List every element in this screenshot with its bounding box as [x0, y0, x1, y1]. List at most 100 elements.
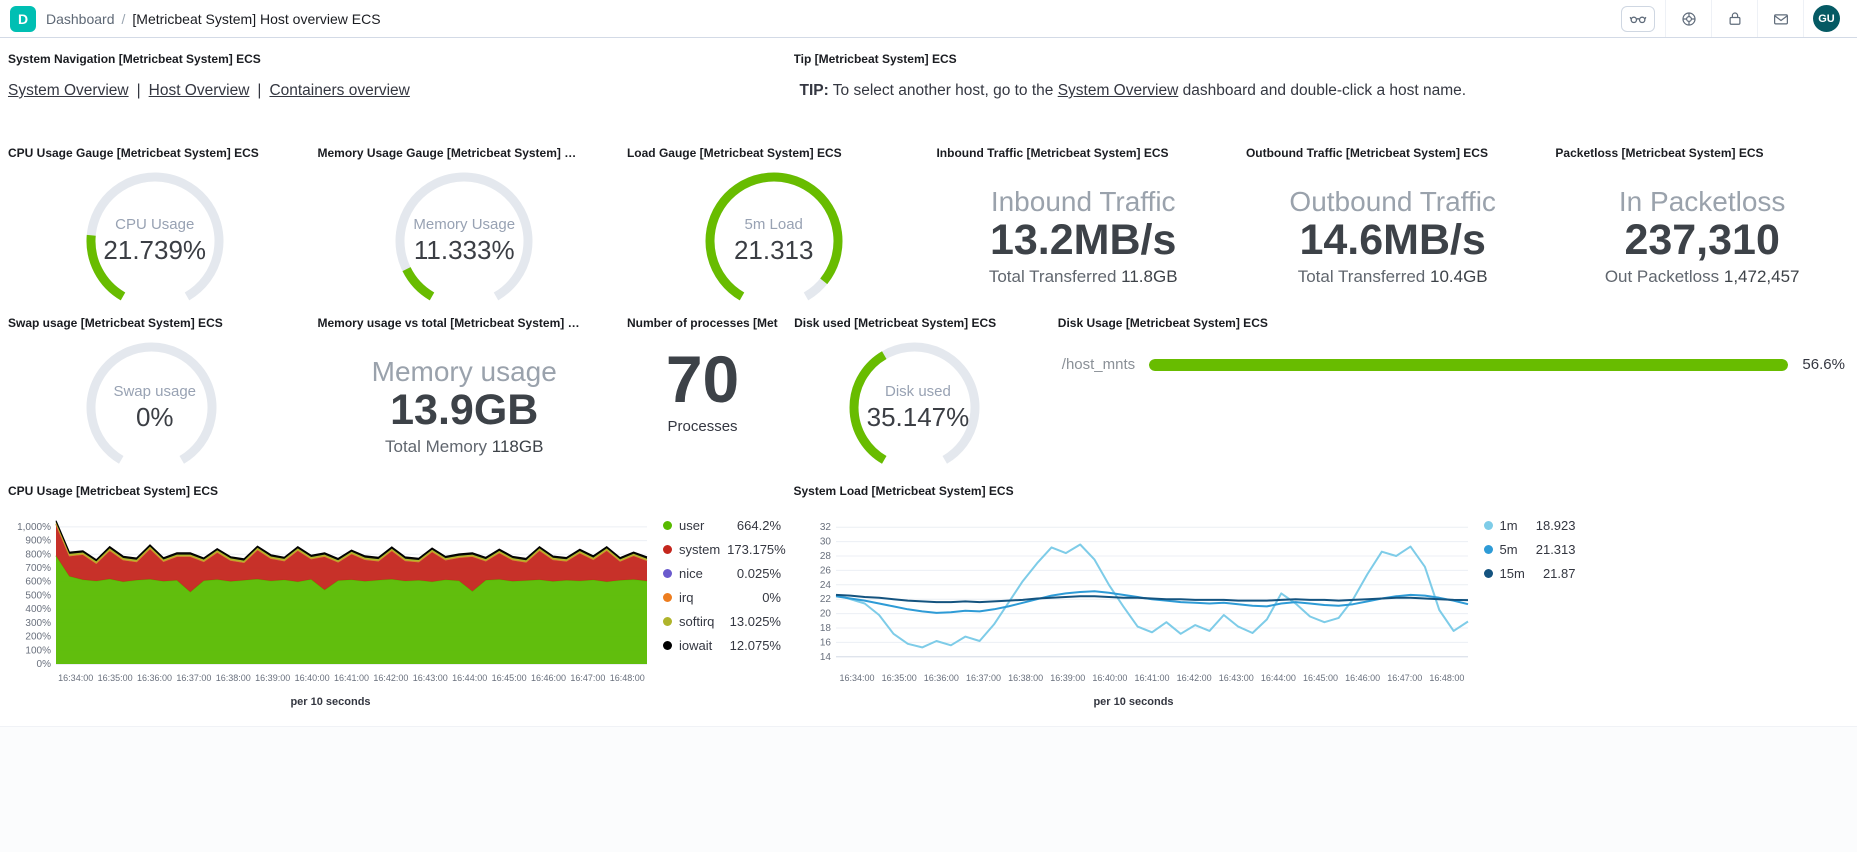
- disk-usage-bar-fill: [1149, 358, 1789, 371]
- gauge-value: 35.147%: [866, 401, 970, 432]
- memory-usage-gauge: Memory Usage 11.333%: [393, 170, 535, 308]
- inspect-glasses-button[interactable]: [1621, 5, 1655, 32]
- panel-title: Outbound Traffic [Metricbeat System] ECS: [1245, 146, 1488, 160]
- link-system-overview[interactable]: System Overview: [8, 82, 129, 99]
- legend-item[interactable]: 15m 21.87: [1483, 566, 1576, 581]
- svg-text:16:46:00: 16:46:00: [1345, 673, 1380, 683]
- avatar: GU: [1813, 5, 1840, 32]
- outbound-traffic-metric: Outbound Traffic 14.6MB/s Total Transfer…: [1246, 160, 1539, 287]
- header-left: D Dashboard / [Metricbeat System] Host o…: [10, 5, 381, 32]
- disk-usage-bar: [1149, 358, 1789, 371]
- svg-text:16:40:00: 16:40:00: [1092, 673, 1127, 683]
- panel-title: Disk used [Metricbeat System] ECS: [794, 316, 997, 330]
- svg-text:18: 18: [819, 623, 831, 634]
- page-background: [0, 726, 1857, 852]
- svg-text:16:41:00: 16:41:00: [334, 673, 369, 683]
- glasses-icon: [1629, 16, 1647, 23]
- user-menu-button[interactable]: GU: [1803, 0, 1849, 37]
- swap-usage-gauge: Swap usage 0%: [84, 340, 226, 475]
- legend-series-value: 21.313: [1535, 542, 1576, 557]
- metric-sub-value: 1,472,457: [1723, 267, 1800, 287]
- cpu-chart-legend: user 664.2% system 173.175% nice 0.025% irq 0% s…: [663, 512, 786, 708]
- tip-label: TIP:: [799, 82, 829, 99]
- legend-item[interactable]: irq 0%: [663, 590, 781, 605]
- breadcrumb-dashboard-link[interactable]: Dashboard: [46, 10, 115, 27]
- disk-mount-label: /host_mnts: [1061, 356, 1136, 373]
- help-button[interactable]: [1665, 0, 1711, 37]
- link-containers-overview[interactable]: Containers overview: [269, 82, 410, 99]
- cpu-usage-area-chart[interactable]: 0% 100% 200% 300% 400% 500% 600% 700% 800% 900% 1,…: [8, 512, 653, 694]
- svg-text:16:36:00: 16:36:00: [923, 673, 958, 683]
- svg-text:16:41:00: 16:41:00: [1134, 673, 1169, 683]
- elastic-logo[interactable]: D: [10, 5, 36, 32]
- svg-text:300%: 300%: [25, 618, 51, 629]
- mail-icon: [1773, 13, 1788, 24]
- cpu-usage-gauge: CPU Usage 21.739%: [84, 170, 226, 308]
- gauge-label: CPU Usage: [115, 216, 195, 233]
- metric-sub-label: Total Memory: [385, 437, 488, 457]
- svg-text:500%: 500%: [25, 590, 51, 601]
- memory-usage-metric: Memory usage 13.9GB Total Memory 118GB: [317, 330, 610, 457]
- legend-color-dot: [663, 521, 672, 530]
- svg-text:16:37:00: 16:37:00: [965, 673, 1000, 683]
- legend-series-name: 5m: [1499, 542, 1518, 557]
- load-chart-area: 14 16 18 20 22 24 26 28 30 32 16:34:00 16:35:00 16:3…: [794, 512, 1474, 708]
- metric-value: 237,310: [1624, 216, 1780, 264]
- legend-item[interactable]: 1m 18.923: [1483, 518, 1576, 533]
- svg-text:16:38:00: 16:38:00: [1008, 673, 1043, 683]
- svg-text:16:34:00: 16:34:00: [839, 673, 874, 683]
- mail-button[interactable]: [1757, 0, 1803, 37]
- gauge-label: Swap usage: [113, 382, 197, 400]
- legend-series-name: system: [679, 542, 721, 557]
- legend-series-value: 0.025%: [736, 566, 781, 581]
- legend-color-dot: [1483, 569, 1493, 578]
- x-axis-caption: per 10 seconds: [1093, 696, 1174, 708]
- tip-text-after: dashboard and double-click a host name.: [1178, 82, 1467, 99]
- system-load-line-chart[interactable]: 14 16 18 20 22 24 26 28 30 32 16:34:00 16:35:00 16:3…: [794, 512, 1474, 694]
- legend-color-dot: [1483, 521, 1493, 530]
- legend-item[interactable]: iowait 12.075%: [663, 638, 781, 653]
- legend-item[interactable]: softirq 13.025%: [663, 614, 781, 629]
- legend-color-dot: [663, 569, 672, 578]
- legend-item[interactable]: nice 0.025%: [663, 566, 781, 581]
- panel-title: CPU Usage Gauge [Metricbeat System] ECS: [8, 146, 259, 160]
- panel-title: Load Gauge [Metricbeat System] ECS: [626, 146, 842, 160]
- svg-text:22: 22: [819, 594, 831, 605]
- header-actions: GU: [1621, 0, 1849, 37]
- legend-item[interactable]: user 664.2%: [663, 518, 781, 533]
- legend-series-name: irq: [679, 590, 694, 605]
- link-separator: |: [136, 82, 141, 99]
- gauge-arc: [849, 342, 980, 464]
- gauge-label: 5m Load: [744, 216, 803, 233]
- lock-button[interactable]: [1711, 0, 1757, 37]
- system-navigation-links: System Overview | Host Overview | Containers…: [8, 82, 778, 100]
- legend-item[interactable]: system 173.175%: [663, 542, 786, 557]
- svg-text:26: 26: [819, 565, 831, 576]
- metric-subtext: Total Transferred 11.8GB: [936, 267, 1229, 287]
- link-host-overview[interactable]: Host Overview: [148, 82, 250, 99]
- processes-value: 70: [665, 342, 740, 416]
- page-title: [Metricbeat System] Host overview ECS: [132, 10, 381, 27]
- metric-heading: Memory usage: [371, 356, 557, 387]
- gauge-value: 11.333%: [413, 235, 515, 265]
- svg-text:20: 20: [819, 609, 831, 620]
- legend-item[interactable]: 5m 21.313: [1483, 542, 1576, 557]
- panel-inbound-traffic: Inbound Traffic [Metricbeat System] ECS …: [928, 138, 1237, 308]
- svg-text:16:40:00: 16:40:00: [295, 673, 330, 683]
- svg-text:16:46:00: 16:46:00: [531, 673, 566, 683]
- svg-text:16:43:00: 16:43:00: [1218, 673, 1253, 683]
- tip-text-before: To select another host, go to the: [828, 82, 1058, 99]
- legend-series-value: 173.175%: [727, 542, 786, 557]
- svg-text:32: 32: [819, 522, 831, 533]
- svg-text:24: 24: [819, 580, 831, 591]
- inbound-traffic-metric: Inbound Traffic 13.2MB/s Total Transferr…: [936, 160, 1229, 287]
- metric-sub-label: Total Transferred: [1297, 267, 1426, 287]
- panel-memory-usage-vs-total: Memory usage vs total [Metricbeat System…: [309, 308, 618, 476]
- legend-color-dot: [663, 593, 672, 602]
- legend-series-name: user: [679, 518, 705, 533]
- svg-text:16:39:00: 16:39:00: [255, 673, 290, 683]
- gauge-label: Disk used: [885, 382, 951, 400]
- svg-text:16:47:00: 16:47:00: [570, 673, 605, 683]
- tip-system-overview-link[interactable]: System Overview: [1057, 82, 1179, 99]
- legend-series-name: nice: [679, 566, 703, 581]
